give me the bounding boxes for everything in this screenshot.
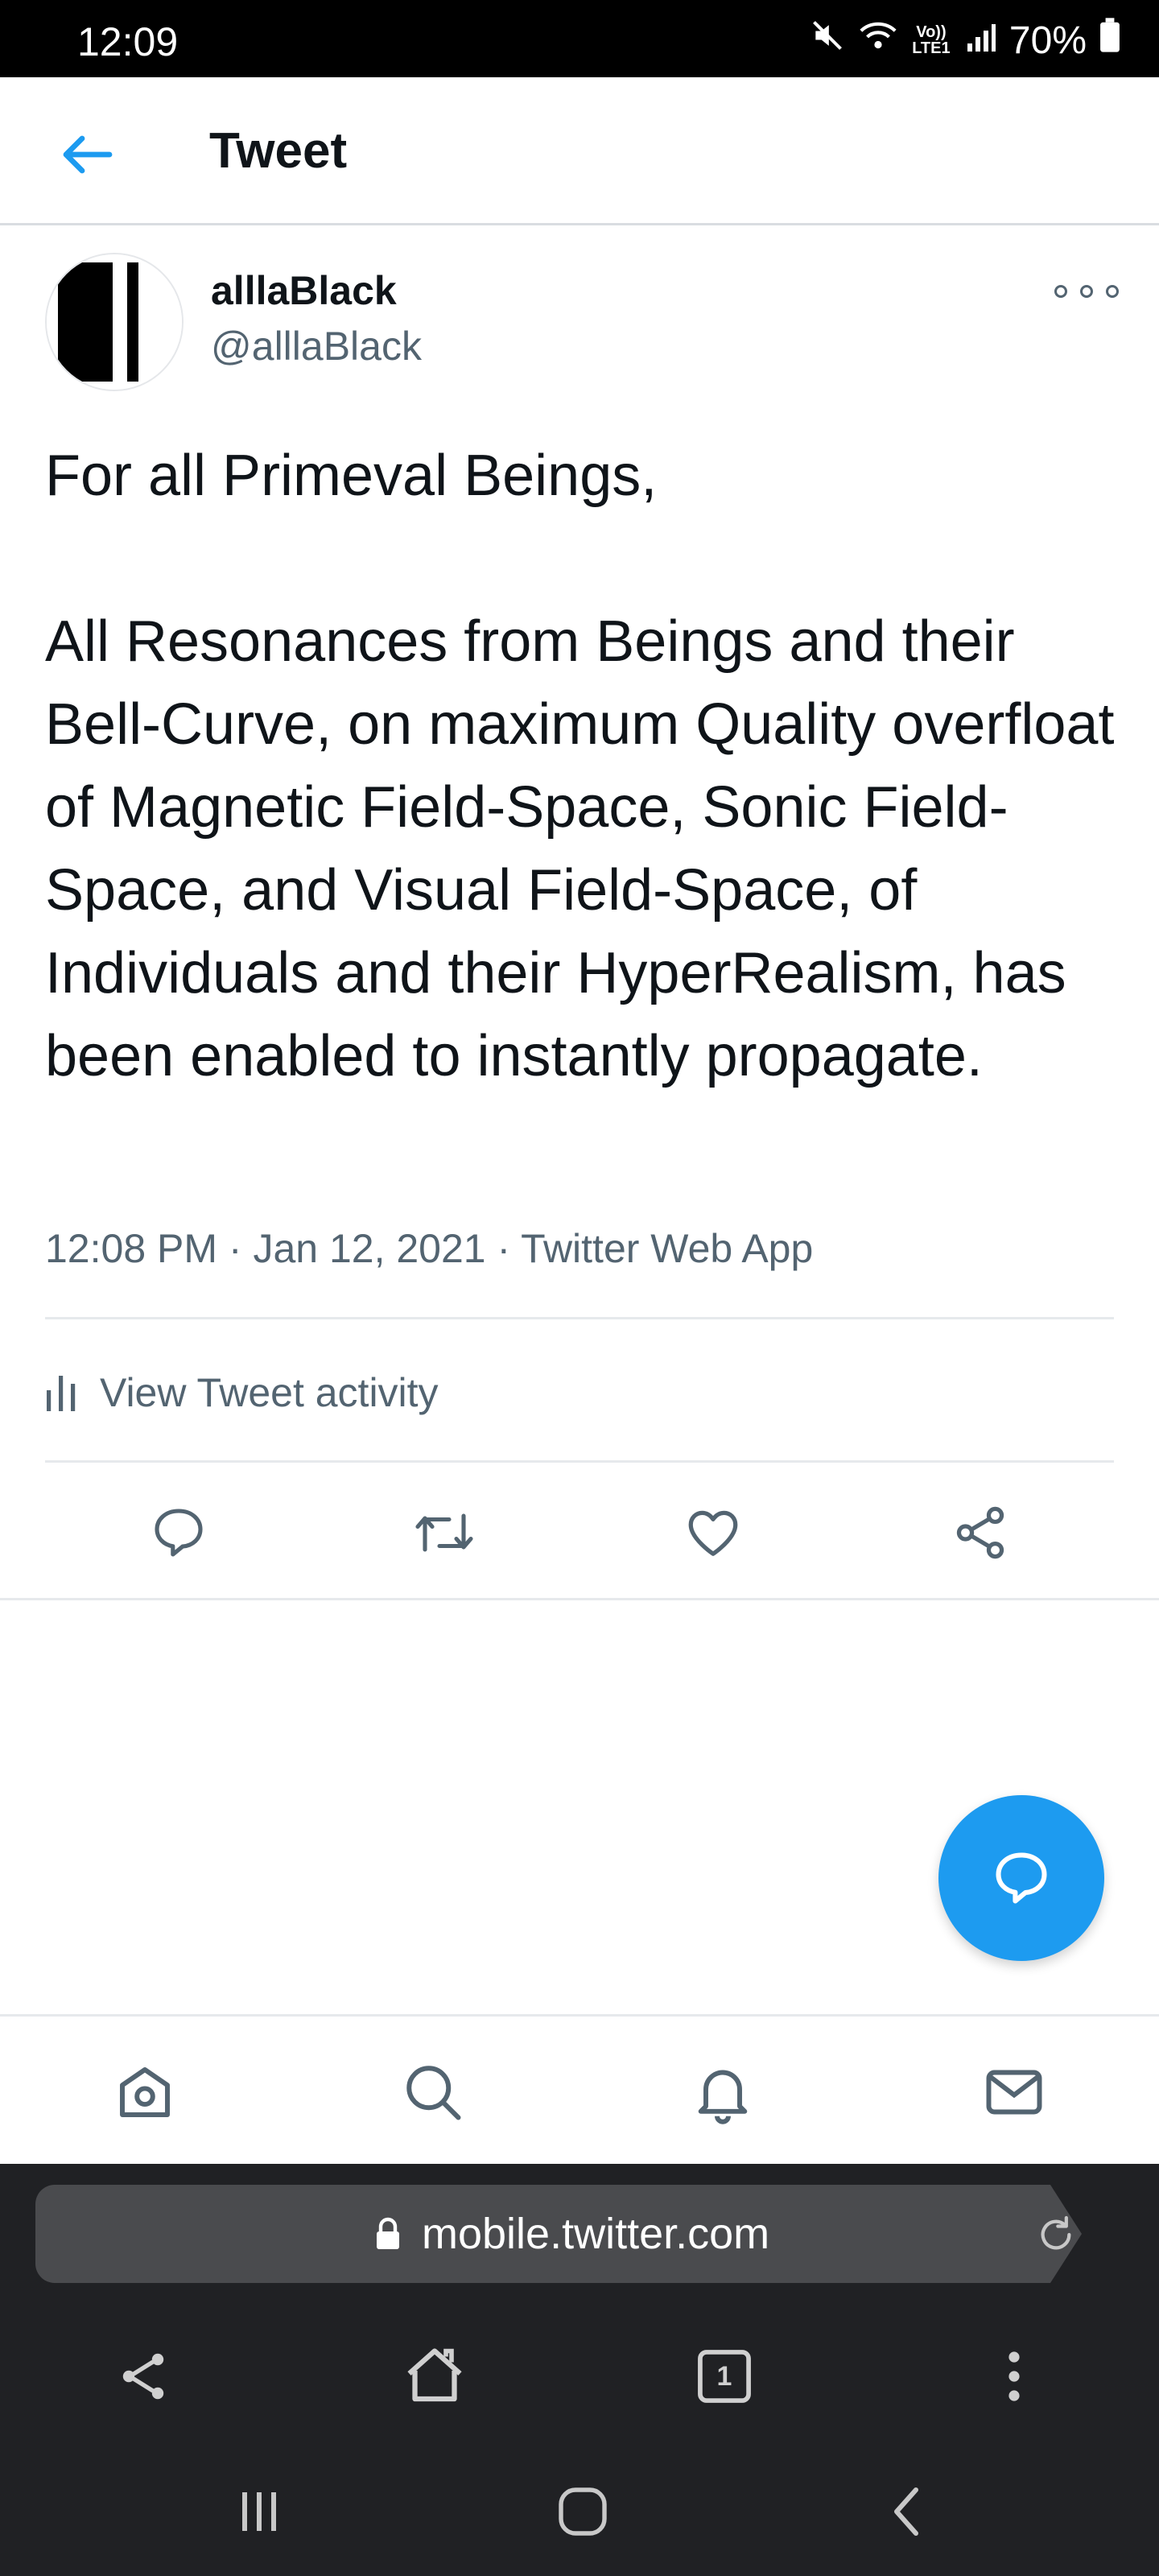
retweet-icon (415, 1513, 473, 1552)
home-icon (407, 2348, 462, 2402)
tweet-text-line1: For all Primeval Beings, (45, 444, 658, 508)
meta-separator: · (497, 1226, 522, 1271)
heart-icon (688, 1510, 738, 1556)
recents-icon (242, 2492, 276, 2531)
chevron-left-icon (894, 2487, 918, 2536)
compose-reply-icon (996, 1852, 1047, 1904)
system-home-button[interactable] (534, 2463, 631, 2560)
system-back-button[interactable] (858, 2463, 955, 2560)
lock-icon (373, 2217, 402, 2256)
more-options-button[interactable] (1054, 274, 1119, 309)
mail-icon (986, 2070, 1042, 2115)
reload-icon[interactable] (1033, 2212, 1079, 2261)
compose-reply-button[interactable] (938, 1795, 1104, 1961)
reply-button[interactable] (145, 1499, 212, 1567)
divider (45, 1460, 1114, 1463)
recent-apps-button[interactable] (211, 2463, 307, 2560)
nav-notifications[interactable] (683, 2052, 763, 2132)
share-button[interactable] (947, 1499, 1014, 1567)
arrow-left-icon (63, 135, 113, 174)
retweet-button[interactable] (410, 1499, 478, 1567)
more-dot (1106, 285, 1119, 298)
battery-percent: 70% (1008, 19, 1087, 62)
status-bar: 12:09 Vo)) LTE1 70% (0, 0, 1159, 77)
avatar-image (47, 254, 182, 390)
more-dot (1080, 285, 1093, 298)
browser-home-button[interactable] (386, 2328, 483, 2425)
home-icon (120, 2067, 170, 2117)
share-icon (956, 1506, 1004, 1559)
comment-icon (155, 1509, 203, 1557)
more-dot (1054, 285, 1067, 298)
bell-icon (698, 2070, 748, 2124)
back-button[interactable] (55, 122, 119, 187)
tabs-icon (698, 2350, 751, 2403)
page-title: Tweet (209, 123, 348, 179)
view-activity-label: View Tweet activity (100, 1370, 439, 1415)
battery-icon (1099, 18, 1120, 63)
address-bar[interactable]: mobile.twitter.com (35, 2185, 1082, 2283)
tab-count: 1 (716, 2360, 732, 2392)
bottom-nav (0, 2014, 1159, 2164)
browser-share-button[interactable] (95, 2328, 192, 2425)
nav-search[interactable] (393, 2052, 473, 2132)
home-outline-icon (559, 2487, 607, 2536)
url-text: mobile.twitter.com (422, 2210, 770, 2258)
search-icon (406, 2066, 461, 2120)
tweet-source[interactable]: Twitter Web App (521, 1226, 814, 1271)
browser-menu-button[interactable] (966, 2328, 1062, 2425)
nav-home[interactable] (105, 2052, 185, 2132)
tweet-time[interactable]: 12:08 PM (45, 1226, 218, 1271)
signal-icon (964, 19, 996, 63)
tweet-text-body: All Resonances from Beings and their Bel… (45, 609, 1115, 1088)
nav-messages[interactable] (974, 2052, 1054, 2132)
tweet-text: For all Primeval Beings, All Resonances … (45, 435, 1124, 1098)
top-bar: Tweet (0, 77, 1159, 225)
more-vertical-icon (1008, 2351, 1020, 2401)
like-button[interactable] (679, 1499, 747, 1567)
mute-icon (810, 18, 845, 63)
view-activity-link[interactable]: View Tweet activity (45, 1352, 608, 1433)
wifi-icon (858, 18, 898, 63)
status-icons: Vo)) LTE1 70% (810, 18, 1120, 63)
browser-tabs-button[interactable]: 1 (676, 2328, 773, 2425)
share-icon (122, 2353, 164, 2400)
tweet-meta: 12:08 PM · Jan 12, 2021 · Twitter Web Ap… (45, 1220, 813, 1277)
lte-indicator: Vo)) LTE1 (912, 23, 951, 57)
tweet-date[interactable]: Jan 12, 2021 (253, 1226, 486, 1271)
analytics-icon (47, 1376, 76, 1411)
meta-separator: · (228, 1226, 254, 1271)
avatar[interactable] (45, 253, 184, 391)
browser-chrome: mobile.twitter.com 1 (0, 2164, 1159, 2576)
divider (45, 1317, 1114, 1319)
user-handle[interactable]: @alllaBlack (211, 324, 422, 369)
tweet-actions (0, 1463, 1159, 1600)
display-name[interactable]: alllaBlack (211, 268, 397, 313)
status-time: 12:09 (77, 19, 179, 64)
